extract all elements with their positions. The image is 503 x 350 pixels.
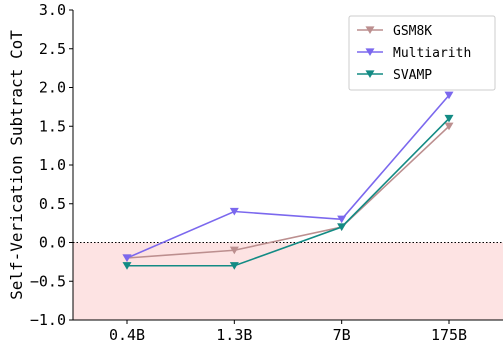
y-tick-label: 3.0 [39, 1, 66, 19]
legend-swatch-marker [365, 48, 375, 57]
data-point [122, 254, 132, 263]
y-tick-label: 2.5 [39, 40, 66, 58]
series-line [126, 125, 450, 259]
legend-item: SVAMP [357, 68, 432, 83]
x-tick-label: 175B [431, 326, 467, 344]
legend-swatch-marker [365, 70, 375, 79]
data-point [337, 223, 347, 232]
y-tick-label: −0.5 [30, 272, 66, 290]
y-tick-label: 1.5 [39, 117, 66, 135]
series-line [127, 117, 450, 267]
x-tick-label: 7B [333, 326, 351, 344]
y-tick-label: −1.0 [30, 311, 66, 329]
legend-box [348, 15, 496, 91]
negative-region [73, 242, 503, 320]
legend: GSM8K Multiarith SVAMP [348, 15, 496, 91]
data-point [229, 207, 239, 216]
series-multiarith [122, 91, 454, 263]
legend-label: Multiarith [393, 46, 471, 61]
data-point [229, 246, 239, 255]
x-tick-label: 0.4B [109, 326, 145, 344]
y-axis-label: Self-Verication Subtract CoT [7, 30, 26, 300]
legend-item: Multiarith [357, 46, 471, 61]
data-point [444, 114, 454, 123]
x-tick-label: 1.3B [216, 326, 252, 344]
series-line [126, 94, 450, 259]
data-point [122, 262, 132, 270]
ticks-layer: −1.0 −0.5 0.0 0.5 1.0 1.5 2.0 2.5 3.0 0.4B 1.3B 7B 1… [30, 1, 467, 344]
series-svamp [122, 114, 454, 270]
legend-label: GSM8K [393, 24, 432, 39]
y-tick-label: 2.0 [39, 79, 66, 97]
series-layer [122, 91, 454, 270]
y-tick-label: 0.0 [39, 234, 66, 252]
legend-item: GSM8K [357, 24, 432, 39]
data-point [444, 91, 454, 100]
data-point [337, 215, 347, 224]
y-tick-label: 0.5 [39, 195, 66, 213]
data-point [229, 262, 239, 270]
legend-label: SVAMP [393, 68, 432, 83]
series-gsm8k [122, 122, 454, 263]
legend-swatch-marker [365, 26, 375, 35]
data-point [444, 122, 454, 131]
y-tick-label: 1.0 [39, 156, 66, 174]
